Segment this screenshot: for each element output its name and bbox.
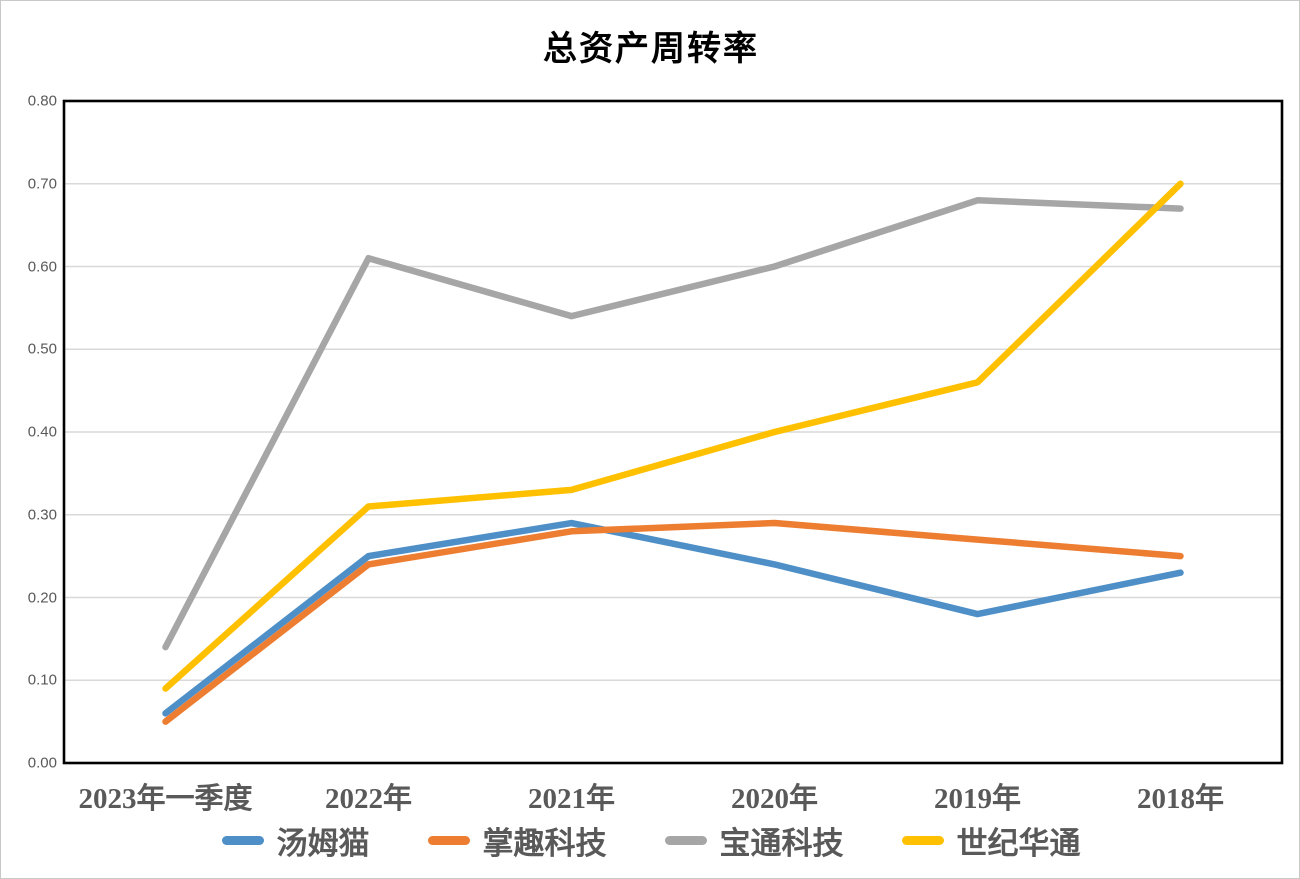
series-line-汤姆猫 [162, 519, 1184, 717]
legend-label: 宝通科技 [719, 826, 844, 861]
x-category-label: 2023年一季度 [78, 783, 253, 815]
plot-border [62, 99, 1284, 765]
series-line-世纪华通 [162, 180, 1184, 692]
x-category-label: 2019年 [933, 783, 1021, 815]
y-tick-label: 0.30 [27, 506, 57, 524]
y-tick-label: 0.50 [27, 340, 57, 358]
series-line-宝通科技 [162, 197, 1184, 651]
chart-title: 总资产周转率 [543, 31, 759, 68]
x-category-label: 2020年 [730, 783, 818, 815]
y-tick-label: 0.40 [27, 423, 57, 441]
legend-label: 掌趣科技 [482, 826, 607, 861]
y-tick-label: 0.10 [27, 671, 57, 689]
y-tick-label: 0.00 [27, 754, 57, 772]
legend-item-汤姆猫: 汤姆猫 [221, 818, 370, 863]
x-category-label: 2018年 [1136, 783, 1224, 815]
legend-item-掌趣科技: 掌趣科技 [427, 818, 607, 863]
y-tick-label: 0.70 [27, 175, 57, 193]
legend-swatch-icon [664, 836, 707, 845]
legend-swatch-icon [221, 836, 264, 845]
x-category-label: 2022年 [324, 783, 412, 815]
legend-label: 汤姆猫 [276, 826, 370, 861]
y-tick-label: 0.60 [27, 258, 57, 275]
legend-label: 世纪华通 [956, 826, 1081, 861]
y-tick-label: 0.80 [27, 92, 57, 110]
x-category-label: 2021年 [527, 783, 615, 815]
legend-item-宝通科技: 宝通科技 [664, 818, 844, 863]
legend-swatch-icon [427, 836, 470, 845]
series-line-掌趣科技 [162, 519, 1184, 725]
legend: 汤姆猫 掌趣科技 宝通科技 世纪华通 [1, 818, 1299, 863]
y-tick-label: 0.20 [27, 589, 57, 606]
legend-swatch-icon [901, 836, 944, 845]
legend-item-世纪华通: 世纪华通 [901, 818, 1081, 863]
